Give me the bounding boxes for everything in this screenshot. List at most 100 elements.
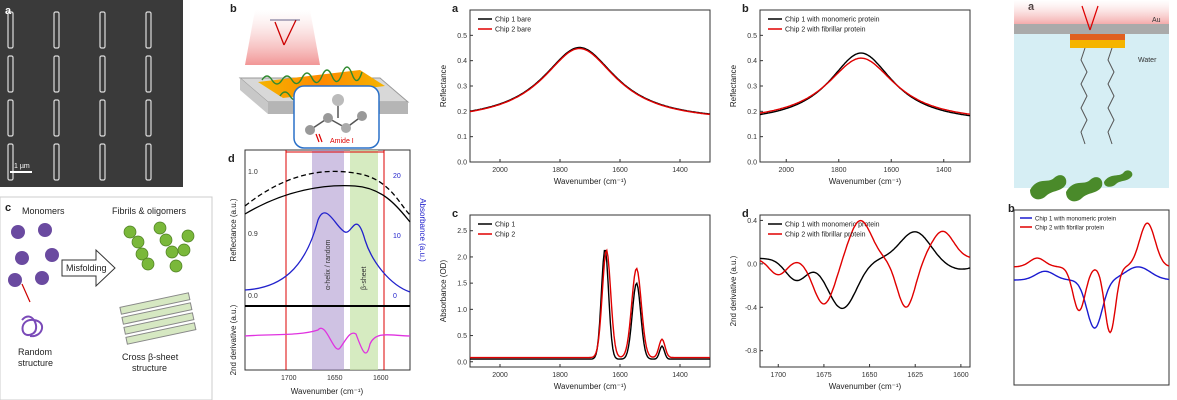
band-alpha-label: α-helix / random (325, 239, 332, 290)
y-tick-label: 0.1 (747, 134, 757, 141)
chart-3: d 1700 1675 1650 1625 1600 0.4 0.0 -0.4 -0.8 Waven… (729, 208, 971, 391)
crossbeta-label-2: structure (132, 363, 167, 373)
panel-label: b (742, 3, 749, 15)
x-tick-label: 2000 (778, 167, 794, 174)
x-tick-label: 1650 (862, 372, 878, 379)
substrate-side (240, 78, 268, 114)
nanoantenna (145, 99, 152, 137)
nanoantenna (145, 143, 152, 181)
fibril-clusters (123, 221, 195, 273)
series-line (759, 52, 971, 117)
panel-label: b (1008, 203, 1015, 215)
substrate-layer (1014, 24, 1169, 34)
gold-layer-top (1070, 34, 1125, 40)
chart-0: a 2000 1800 1600 1400 0.0 0.1 0.2 0.3 0.4 0.5 Waven… (439, 3, 711, 186)
nanoantenna (99, 99, 106, 137)
x-tick-label: 1675 (816, 372, 832, 379)
reflected-ray (283, 19, 297, 46)
y-tick-label: 1.5 (457, 281, 467, 288)
random-coil (21, 315, 44, 338)
panel-label: d (742, 208, 749, 220)
y-tick-label: 0.3 (457, 84, 467, 91)
fibrils-label: Fibrils & oligomers (112, 206, 187, 216)
nanoantenna (7, 99, 14, 137)
x-tick-label: 1400 (936, 167, 952, 174)
x-tick-label: 2000 (492, 167, 508, 174)
legend-entry: Chip 1 bare (495, 17, 531, 24)
water-label: Water (1138, 57, 1157, 64)
y-tick-label: 1.0 (457, 307, 467, 314)
second-derivative-curve (244, 327, 411, 354)
random-structure-label-2: structure (18, 358, 53, 368)
nanoantenna (53, 11, 60, 49)
y-tick-label: 0.4 (747, 218, 757, 225)
x-tick-label: 1400 (672, 167, 688, 174)
xtick: 1700 (281, 375, 297, 382)
legend-entry: Chip 1 with monomeric protein (1035, 217, 1116, 223)
nanoantenna (7, 143, 14, 181)
panel-label: a (452, 3, 459, 15)
x-axis-label: Wavenumber (cm⁻¹) (829, 177, 902, 186)
y-tick-label: 0.4 (457, 58, 467, 65)
molecule-diagram (305, 94, 367, 143)
nanoantenna-array (7, 11, 152, 181)
series-line (469, 46, 711, 115)
x-tick-label: 1800 (831, 167, 847, 174)
protein-molecules (1030, 170, 1133, 202)
au-label: Au (1152, 17, 1161, 24)
ytick: 0.0 (248, 293, 258, 300)
y-axis-label: Reflectance (439, 64, 448, 107)
monomer-arrow (21, 283, 31, 303)
ytick-right: 0 (393, 293, 397, 300)
panel-label: b (230, 3, 237, 15)
light-region (1014, 0, 1169, 28)
monomer-spheres (8, 223, 59, 287)
x-tick-label: 1625 (907, 372, 923, 379)
xtick: 1650 (327, 375, 343, 382)
nanoantenna (145, 11, 152, 49)
y-tick-label: 0.4 (747, 58, 757, 65)
beta-sheet-stack (119, 292, 197, 345)
y-tick-label: 0.0 (747, 160, 757, 167)
crossbeta-label: Cross β-sheet (122, 352, 179, 362)
x-axis-label: Wavenumber (cm⁻¹) (291, 387, 364, 396)
middle-charts: a 2000 1800 1600 1400 0.0 0.1 0.2 0.3 0.4 0.5 Waven… (439, 3, 971, 391)
x-tick-label: 1600 (612, 372, 628, 379)
schematic-panel-b: b Amide I (230, 3, 410, 149)
y-tick-label: -0.8 (745, 348, 757, 355)
series-line (759, 57, 971, 115)
nanoantenna (53, 55, 60, 93)
x-tick-label: 1600 (953, 372, 969, 379)
y-tick-label: 0.5 (457, 33, 467, 40)
series-line (1013, 222, 1170, 334)
nanoantenna (99, 55, 106, 93)
sem-background (0, 0, 183, 187)
series-line (760, 231, 971, 310)
legend-entry: Chip 2 with fibrillar protein (785, 27, 866, 34)
nanoantenna (7, 11, 14, 49)
absorbance-curve (244, 212, 411, 293)
y-tick-label: 2.5 (457, 228, 467, 235)
panel-label: d (228, 153, 235, 165)
panel-label: a (5, 5, 12, 17)
y-axis-label-bottom: 2nd derivative (a.u.) (229, 304, 238, 375)
schematic-panel-c: c Monomers Fibrils & oligomers Misfoldin… (0, 196, 213, 400)
plot-frame (1013, 209, 1170, 386)
band-beta-label: β-sheet (361, 266, 368, 290)
incident-ray (1081, 5, 1091, 31)
misfolding-arrow (61, 248, 116, 288)
legend-entry: Chip 1 with monomeric protein (785, 17, 880, 24)
y-tick-label: 0.5 (747, 33, 757, 40)
chart-2: c 2000 1800 1600 1400 0.0 0.5 1.0 1.5 2.0 2.5 Waven… (439, 208, 711, 391)
gold-layer (1070, 40, 1125, 48)
incident-ray (274, 21, 285, 46)
reflected-ray (1089, 5, 1099, 31)
y-tick-label: 0.0 (457, 160, 467, 167)
y-axis-label: 2nd derivative (a.u.) (729, 255, 738, 326)
nanoantenna (53, 99, 60, 137)
ytick-right: 20 (393, 173, 401, 180)
legend-entry: Chip 2 with fibrillar protein (1035, 226, 1104, 232)
amide-marker: Amide I (330, 138, 354, 145)
chart-1: b 2000 1800 1600 1400 0.0 0.1 0.2 0.3 0.4 0.5 Waven… (729, 3, 971, 186)
